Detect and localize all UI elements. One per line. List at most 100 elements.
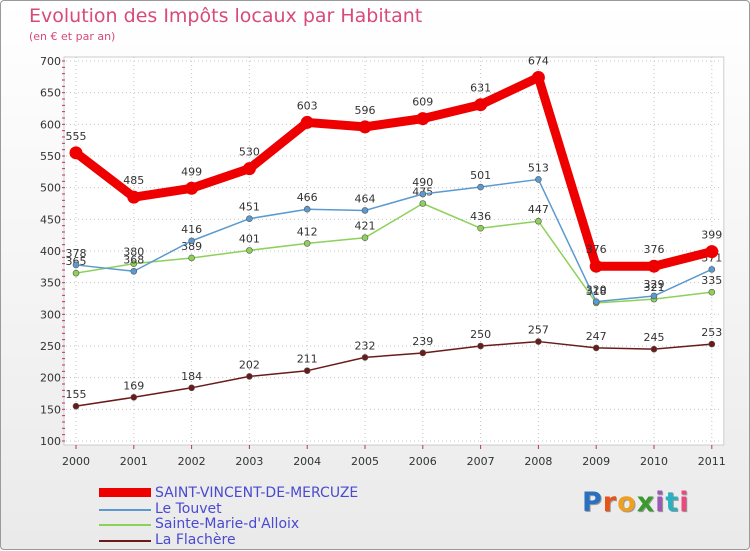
data-point <box>130 260 138 267</box>
data-label: 401 <box>239 232 260 245</box>
y-tick-label: 300 <box>40 308 61 321</box>
legend-swatch-sainte-marie <box>99 524 151 526</box>
data-point <box>592 344 600 352</box>
x-tick-label: 2005 <box>351 455 379 468</box>
legend-label-le-touvet: Le Touvet <box>155 500 222 517</box>
data-label: 530 <box>239 146 260 159</box>
data-label: 490 <box>412 176 433 189</box>
data-label: 250 <box>470 328 491 341</box>
x-tick-label: 2007 <box>467 455 495 468</box>
y-tick-label: 250 <box>40 340 61 353</box>
data-point <box>130 393 138 401</box>
data-point <box>708 266 716 273</box>
data-point <box>303 367 311 375</box>
data-label: 376 <box>644 243 665 256</box>
legend-swatch-la-flachere <box>99 539 151 542</box>
data-point <box>650 345 658 353</box>
data-label: 202 <box>239 358 260 371</box>
x-tick-label: 2001 <box>120 455 148 468</box>
data-point <box>188 384 195 392</box>
y-tick-label: 650 <box>40 87 61 100</box>
data-point <box>477 183 484 191</box>
data-point <box>188 237 195 245</box>
data-point <box>650 292 658 300</box>
x-tick-label: 2008 <box>524 455 552 468</box>
legend-label-saint-vincent: SAINT-VINCENT-DE-MERCUZE <box>155 485 359 501</box>
x-tick-label: 2009 <box>582 455 610 468</box>
data-label: 412 <box>297 225 318 238</box>
data-label: 380 <box>123 246 144 259</box>
data-label: 499 <box>181 165 202 178</box>
data-point <box>188 254 195 262</box>
logo-letter: o <box>617 487 637 518</box>
data-label: 416 <box>181 223 202 236</box>
data-point <box>185 181 199 195</box>
data-label: 513 <box>528 161 549 174</box>
data-label: 321 <box>644 281 665 294</box>
data-label: 245 <box>644 331 665 344</box>
data-point <box>419 190 427 198</box>
data-label: 320 <box>586 284 607 297</box>
data-point <box>419 200 427 207</box>
data-label: 335 <box>701 274 722 287</box>
data-point <box>246 247 253 254</box>
logo-letter: t <box>665 487 680 518</box>
data-label: 451 <box>239 201 260 214</box>
data-point <box>477 224 484 232</box>
data-point <box>246 215 253 222</box>
legend-label-la-flachere: La Flachère <box>155 531 236 548</box>
data-label: 555 <box>66 130 87 143</box>
data-point <box>419 349 427 357</box>
data-point <box>535 217 542 225</box>
logo-letter: x <box>636 487 656 518</box>
data-label: 399 <box>701 229 722 242</box>
y-tick-label: 150 <box>40 403 61 416</box>
series-line <box>75 178 713 303</box>
data-label: 464 <box>355 192 376 205</box>
data-point <box>361 234 369 241</box>
data-point <box>130 267 138 275</box>
x-tick-label: 2010 <box>640 455 668 468</box>
data-point <box>300 115 314 129</box>
data-point <box>474 98 488 112</box>
series-line <box>71 72 717 271</box>
data-label: 247 <box>586 330 607 343</box>
data-label: 447 <box>528 203 549 216</box>
data-label: 257 <box>528 324 549 337</box>
data-point <box>705 245 719 259</box>
data-label: 239 <box>412 335 433 348</box>
x-tick-label: 2002 <box>178 455 206 468</box>
data-label: 155 <box>66 388 87 401</box>
data-label: 596 <box>355 104 376 117</box>
data-label: 436 <box>470 210 491 223</box>
data-point <box>531 70 545 84</box>
data-point <box>589 259 603 273</box>
data-point <box>647 259 661 273</box>
data-label: 501 <box>470 169 491 182</box>
logo-letter: i <box>679 487 690 518</box>
y-tick-label: 600 <box>40 118 61 131</box>
x-tick-label: 2003 <box>235 455 263 468</box>
data-point <box>69 146 83 160</box>
x-tick-label: 2011 <box>698 455 726 468</box>
data-label: 674 <box>528 54 549 67</box>
data-label: 421 <box>355 220 376 233</box>
data-point <box>358 120 372 134</box>
data-point <box>535 338 542 345</box>
y-tick-label: 350 <box>40 277 61 290</box>
logo-letter: i <box>655 487 666 518</box>
y-tick-label: 400 <box>40 245 61 258</box>
logo-letter: P <box>582 487 603 518</box>
legend-label-sainte-marie: Sainte-Marie-d'Alloix <box>155 516 300 532</box>
logo-letter: r <box>602 487 618 518</box>
data-label: 184 <box>181 370 202 383</box>
data-point <box>246 373 253 380</box>
data-point <box>361 354 369 361</box>
data-point <box>242 162 256 176</box>
data-label: 169 <box>123 379 144 392</box>
y-tick-label: 100 <box>40 435 61 448</box>
chart-title: Evolution des Impôts locaux par Habitant <box>29 5 423 27</box>
data-point <box>303 205 311 213</box>
